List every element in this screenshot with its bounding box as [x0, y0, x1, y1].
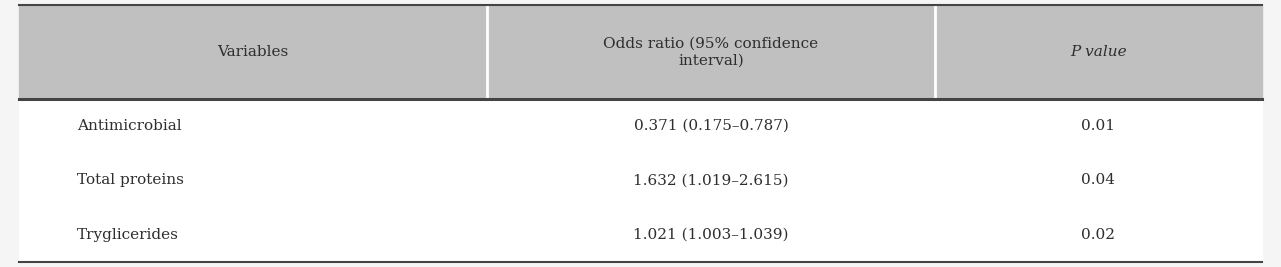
Text: 0.01: 0.01 [1081, 119, 1116, 133]
Text: 0.02: 0.02 [1081, 227, 1116, 242]
Bar [19, 5, 1262, 99]
Text: 0.371 (0.175–0.787): 0.371 (0.175–0.787) [634, 119, 788, 133]
Text: 0.04: 0.04 [1081, 173, 1116, 187]
Text: 1.021 (1.003–1.039): 1.021 (1.003–1.039) [633, 227, 789, 242]
Bar [19, 99, 1262, 262]
Text: P value: P value [1070, 45, 1127, 59]
Text: Variables: Variables [218, 45, 288, 59]
Text: Tryglicerides: Tryglicerides [77, 227, 179, 242]
Text: Odds ratio (95% confidence
interval): Odds ratio (95% confidence interval) [603, 37, 819, 67]
Text: Total proteins: Total proteins [77, 173, 183, 187]
Text: Antimicrobial: Antimicrobial [77, 119, 182, 133]
Text: 1.632 (1.019–2.615): 1.632 (1.019–2.615) [633, 173, 789, 187]
